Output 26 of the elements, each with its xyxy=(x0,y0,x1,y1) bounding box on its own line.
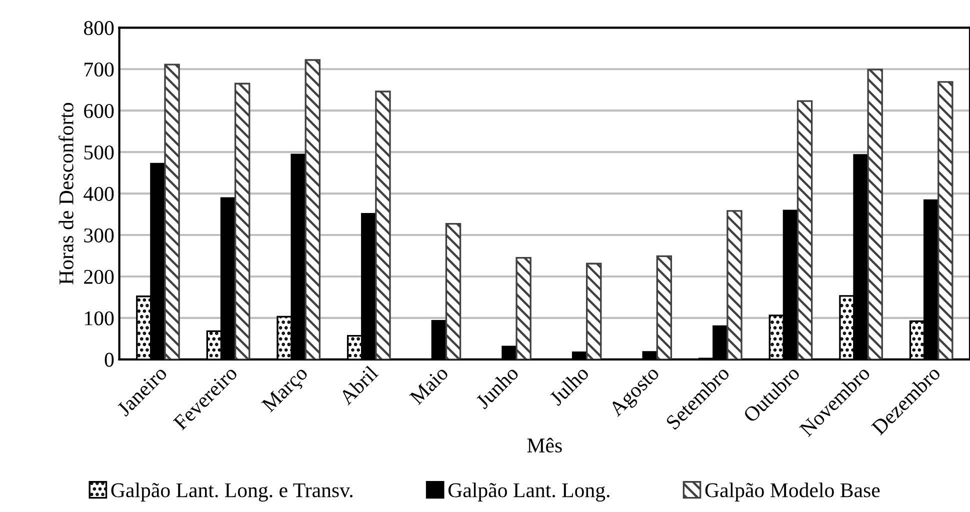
bar xyxy=(375,90,391,360)
legend-label: Galpão Modelo Base xyxy=(705,482,880,502)
bar xyxy=(656,255,672,360)
bar xyxy=(586,262,602,360)
y-tick-label: 600 xyxy=(84,104,114,118)
bar xyxy=(796,100,813,360)
bar xyxy=(867,68,883,360)
legend-label: Galpão Lant. Long. e Transv. xyxy=(111,482,352,502)
legend-label: Galpão Lant. Long. xyxy=(448,482,610,502)
bar xyxy=(938,81,954,360)
y-tick-label: 0 xyxy=(104,352,114,367)
y-tick-label: 200 xyxy=(84,270,114,284)
bar xyxy=(164,64,180,360)
y-tick-label: 100 xyxy=(85,311,114,326)
bar xyxy=(516,256,532,360)
y-tick-label: 400 xyxy=(84,186,114,201)
y-tick-label: 500 xyxy=(84,145,114,160)
x-axis-title: Mês xyxy=(527,438,562,453)
y-tick-label: 700 xyxy=(84,62,114,77)
y-tick-label: 300 xyxy=(84,228,114,242)
bar xyxy=(726,210,742,360)
bar xyxy=(304,59,321,360)
bar xyxy=(234,82,250,360)
y-tick-label: 800 xyxy=(84,21,114,36)
y-axis-title: Horas de Desconforto xyxy=(58,102,74,284)
bar xyxy=(445,222,462,360)
